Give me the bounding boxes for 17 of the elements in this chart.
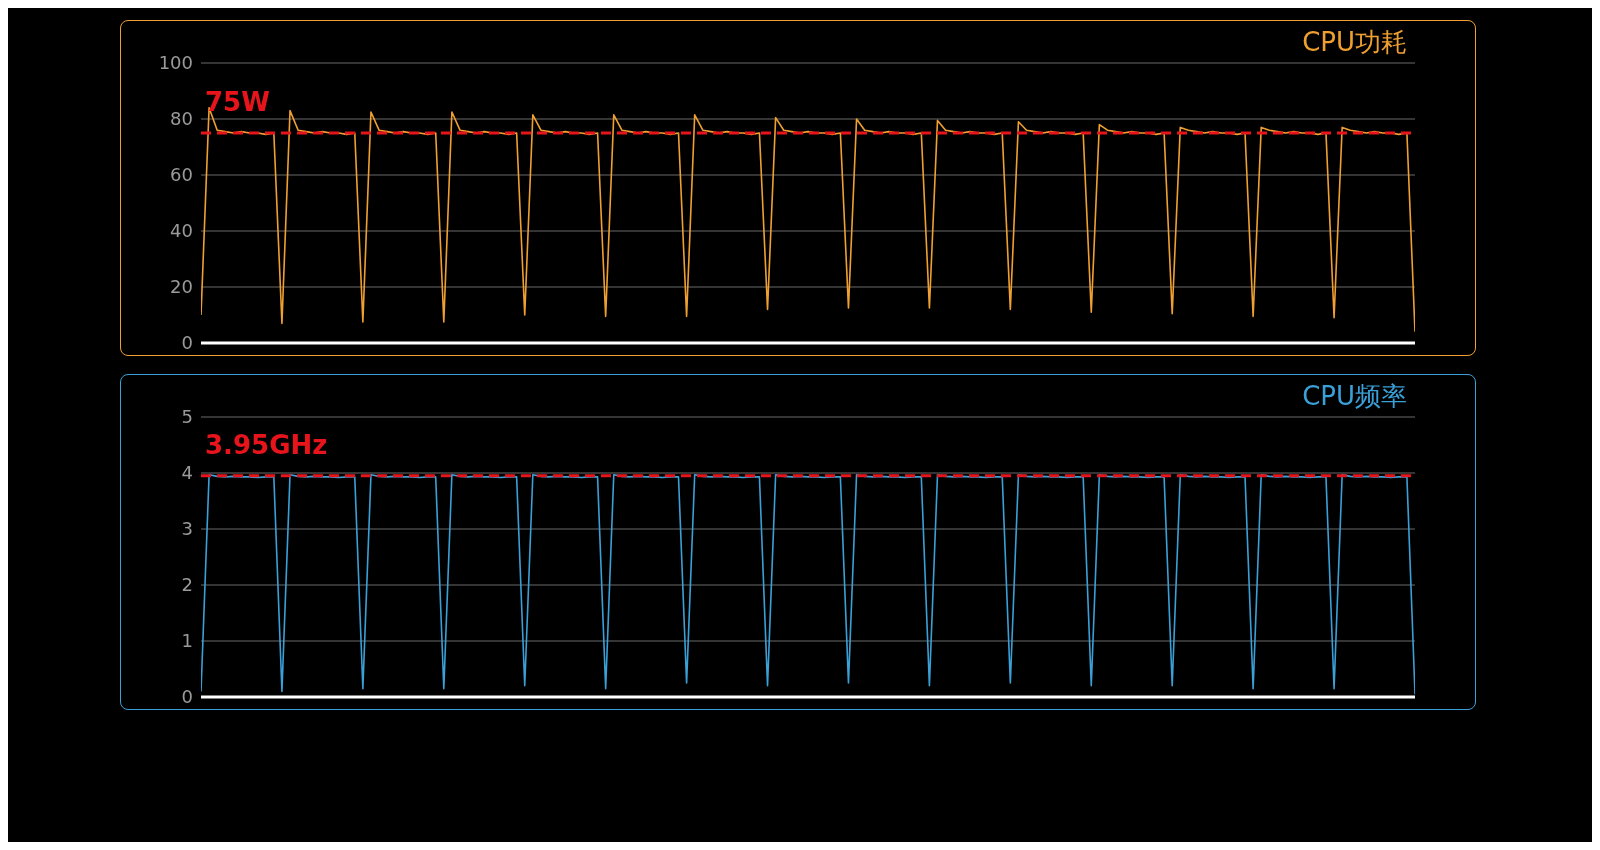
y-tick-label: 0: [181, 332, 193, 354]
y-tick-label: 4: [181, 462, 193, 484]
y-tick-label: 0: [181, 686, 193, 708]
y-tick-label: 60: [170, 164, 193, 186]
y-tick-label: 80: [170, 108, 193, 130]
y-tick-label: 40: [170, 220, 193, 242]
y-tick-label: 3: [181, 518, 193, 540]
y-tick-label: 5: [181, 406, 193, 428]
line-series: [201, 473, 1415, 695]
y-tick-label: 20: [170, 276, 193, 298]
chart-title: CPU功耗: [1302, 26, 1407, 59]
y-tick-label: 2: [181, 574, 193, 596]
y-tick-label: 1: [181, 630, 193, 652]
ref-line-label: 3.95GHz: [205, 429, 328, 460]
chart-title: CPU频率: [1302, 380, 1407, 413]
y-tick-label: 100: [158, 52, 193, 74]
ref-line-label: 75W: [205, 87, 270, 117]
